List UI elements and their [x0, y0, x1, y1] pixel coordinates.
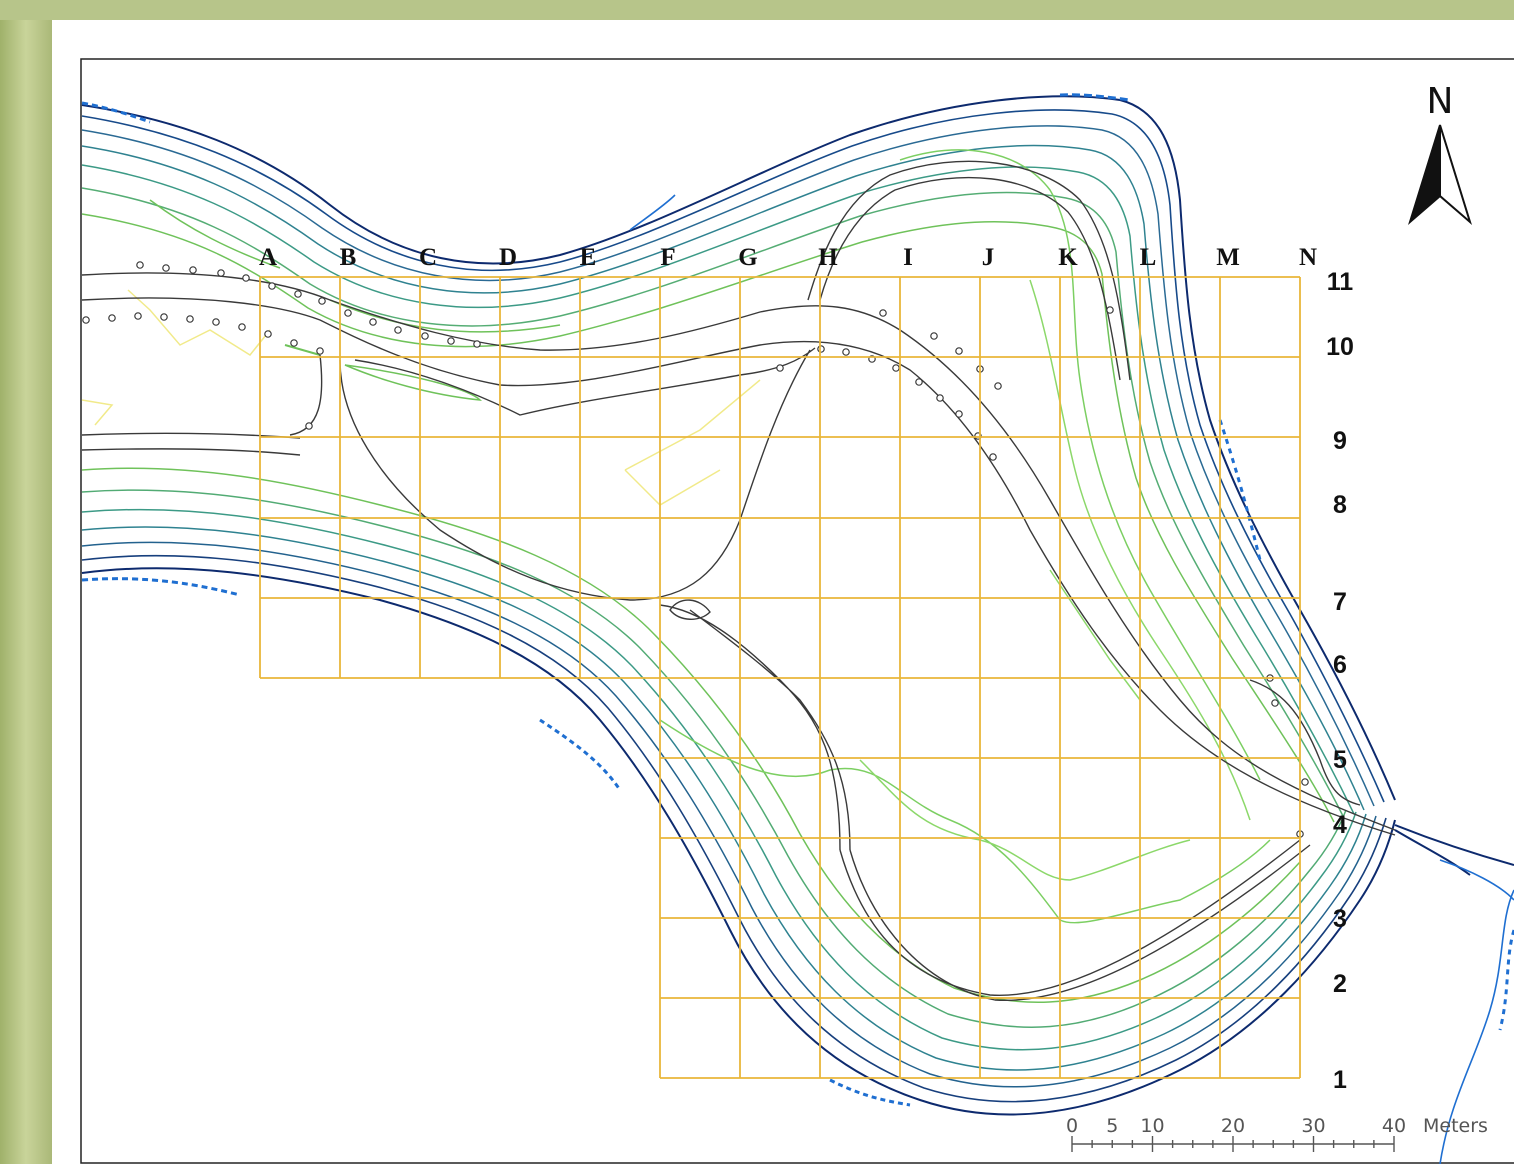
grid-row-label: 9: [1333, 427, 1347, 455]
grid-column-label: J: [982, 244, 995, 271]
grid-column-label: A: [259, 244, 277, 271]
grid-column-label: H: [818, 244, 838, 271]
grid-row-label: 6: [1333, 651, 1347, 679]
road-island: [669, 599, 711, 620]
road-main-north: [81, 272, 1396, 831]
road-south-spur: [659, 604, 851, 851]
aerial-backdrop-left: [0, 0, 52, 1164]
trace-west: [81, 289, 271, 426]
survey-point: [879, 309, 887, 317]
grid-column-label: F: [660, 244, 675, 271]
survey-point: [994, 382, 1002, 390]
grid-column-label: N: [1299, 244, 1317, 271]
survey-point: [915, 378, 923, 386]
grid-row-label: 8: [1333, 491, 1347, 519]
road-south-loop-inner: [849, 844, 1311, 1002]
grid-row-label: 11: [1327, 268, 1354, 296]
grid-column-label: E: [580, 244, 597, 271]
survey-point: [842, 348, 850, 356]
survey-point: [369, 318, 377, 326]
grid-row-label: 2: [1333, 970, 1347, 998]
survey-point: [316, 347, 324, 355]
grid-column-labels: A B C D E F G H I J K L M N: [259, 244, 1317, 271]
streams: [81, 93, 1514, 1164]
grid-row-label: 7: [1333, 588, 1347, 616]
scale-tick-label: 10: [1140, 1115, 1164, 1137]
scale-unit: Meters: [1423, 1115, 1488, 1137]
survey-point: [955, 410, 963, 418]
grid-column-label: G: [738, 244, 757, 271]
survey-point: [955, 347, 963, 355]
survey-point: [294, 290, 302, 298]
scale-bar: 0 5 10 20 30 40 Meters: [1066, 1115, 1488, 1152]
scale-tick-label: 40: [1382, 1115, 1406, 1137]
aerial-backdrop-top: [0, 0, 1514, 20]
survey-point: [268, 282, 276, 290]
survey-point: [136, 261, 144, 269]
survey-point: [162, 264, 170, 272]
contour-lines: [81, 95, 1396, 1116]
survey-grid: [259, 276, 1301, 1079]
grid-row-label: 5: [1333, 746, 1347, 774]
survey-point: [160, 313, 168, 321]
scale-tick-label: 30: [1301, 1115, 1325, 1137]
survey-point: [817, 345, 825, 353]
survey-point: [242, 274, 250, 282]
north-arrow: N: [1408, 81, 1472, 226]
grid-row-label: 10: [1326, 333, 1354, 361]
survey-point: [82, 316, 90, 324]
survey-point: [290, 339, 298, 347]
grid-column-label: C: [419, 244, 437, 271]
survey-point: [1106, 306, 1114, 314]
grid-column-label: B: [340, 244, 357, 271]
survey-point: [134, 312, 142, 320]
survey-point: [217, 269, 225, 277]
survey-point: [1271, 699, 1279, 707]
survey-point: [447, 337, 455, 345]
grid-row-label: 4: [1333, 811, 1347, 839]
north-label: N: [1427, 81, 1454, 122]
survey-point: [1301, 778, 1309, 786]
survey-point: [776, 364, 784, 372]
grid-row-label: 3: [1333, 905, 1347, 933]
survey-point: [186, 315, 194, 323]
survey-point: [421, 332, 429, 340]
north-arrow-fill-icon: [1408, 124, 1441, 226]
survey-point: [264, 330, 272, 338]
grid-column-label: L: [1140, 244, 1157, 271]
grid-column-label: M: [1216, 244, 1240, 271]
survey-point: [892, 364, 900, 372]
survey-point: [318, 297, 326, 305]
survey-point: [238, 323, 246, 331]
survey-point: [930, 332, 938, 340]
grid-column-label: D: [499, 244, 517, 271]
survey-points: [82, 261, 1309, 838]
scale-tick-label: 20: [1221, 1115, 1245, 1137]
survey-point: [394, 326, 402, 334]
survey-point: [212, 318, 220, 326]
road-east: [1249, 679, 1361, 806]
grid-row-labels: 11 10 9 8 7 6 5 4 3 2 1: [1326, 268, 1354, 1094]
survey-point: [473, 340, 481, 348]
grid-column-label: I: [903, 244, 913, 271]
scale-tick-label: 0: [1066, 1115, 1078, 1137]
road-network: [81, 160, 1396, 1002]
survey-point: [936, 394, 944, 402]
survey-point: [305, 422, 313, 430]
grid-column-label: K: [1058, 244, 1078, 271]
survey-point: [344, 309, 352, 317]
survey-point: [189, 266, 197, 274]
survey-point: [989, 453, 997, 461]
road-north-loop: [807, 160, 1131, 381]
survey-point: [108, 314, 116, 322]
grid-row-label: 1: [1333, 1066, 1347, 1094]
scale-tick-label: 5: [1106, 1115, 1118, 1137]
road-inner: [354, 347, 816, 416]
road-main-south: [81, 297, 1396, 836]
road-loop: [289, 349, 811, 601]
